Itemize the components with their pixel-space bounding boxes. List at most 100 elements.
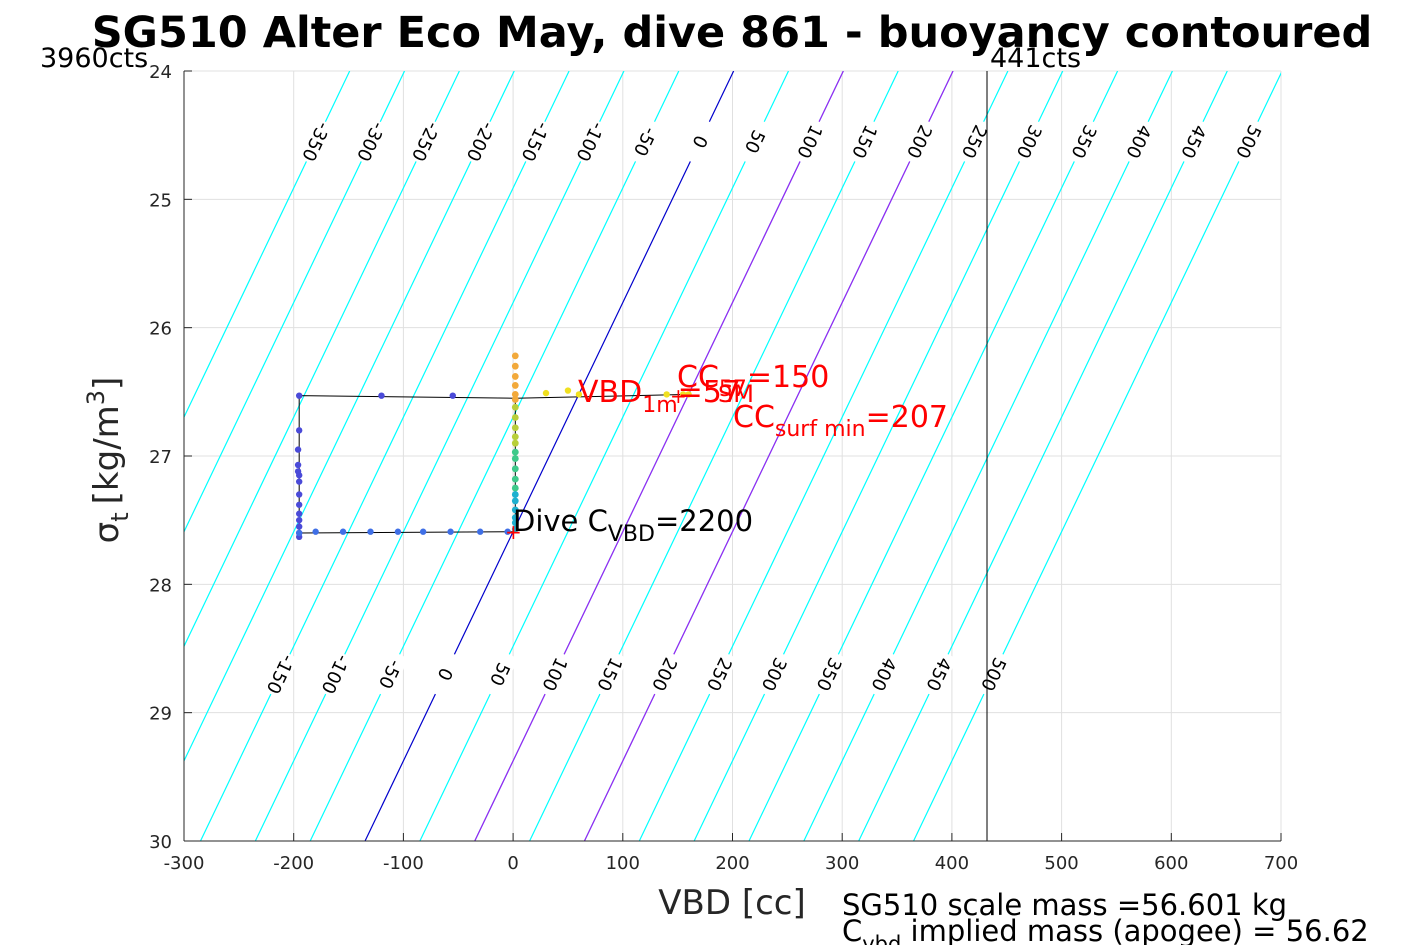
data-point-neutral	[511, 414, 519, 421]
data-point-surface	[564, 387, 572, 394]
contour-label-bg	[1120, 117, 1158, 166]
contour-label-bg	[461, 117, 499, 166]
contour-label-bg	[700, 650, 738, 699]
annotation-cc: CC57=150	[677, 360, 829, 402]
data-point-dive-flat	[367, 528, 374, 535]
x-tick-label: 0	[507, 853, 518, 874]
y-label-sub: t	[106, 512, 134, 521]
annotation-dive-cvbd: Dive CVBD=2200	[513, 504, 753, 547]
data-point-neutral	[511, 475, 519, 483]
contour-line-cyan	[419, 71, 790, 841]
svg-text:σt[kg/m3]: σt [kg/m3]	[82, 377, 134, 544]
contour-label-bg	[590, 650, 628, 699]
contour-line-cyan	[184, 71, 406, 534]
annotation-sm: SM	[718, 380, 754, 408]
y-tick-label: 26	[149, 319, 172, 340]
data-point-surface	[685, 391, 692, 398]
y-tick-label: 29	[149, 704, 172, 725]
data-point-neutral	[511, 433, 519, 441]
data-point-dive-flat	[394, 528, 402, 535]
data-point-neutral	[511, 403, 519, 411]
corner-label-right: 441cts	[990, 43, 1081, 74]
contour-label: -100	[571, 118, 608, 164]
contour-label-bg	[920, 650, 958, 699]
contour-label: -100	[316, 651, 353, 697]
contour-line-cyan	[913, 71, 1281, 841]
data-points	[294, 352, 692, 541]
annotation-vbd-1m: VBD1m=57	[578, 375, 741, 418]
contour-line-cyan	[184, 71, 460, 648]
data-point-dive-flat	[447, 528, 454, 535]
data-point-dive	[294, 461, 302, 469]
contour-label-bg	[352, 117, 390, 166]
contour-label-bg	[407, 117, 445, 166]
contour-label-bg	[426, 650, 464, 699]
y-tick-label: 24	[149, 62, 172, 83]
contour-label-bg	[1174, 117, 1213, 166]
data-point-neutral	[511, 491, 519, 498]
data-point-neutral	[511, 497, 519, 505]
data-point-neutral	[511, 424, 519, 432]
contour-label-bg	[955, 117, 993, 166]
y-axis-label: σt [kg/m3]	[82, 377, 134, 544]
data-point-dive-flat	[476, 528, 484, 535]
data-point-surface	[542, 389, 550, 397]
data-point-neutral	[511, 352, 519, 360]
data-point-surface	[663, 391, 670, 398]
y-tick-label: 28	[149, 575, 172, 596]
red-cross-marker: +	[505, 520, 522, 544]
contour-line-cyan	[638, 71, 1009, 841]
data-point-dive	[295, 516, 303, 524]
data-point-dive	[295, 491, 303, 498]
contour-line-magenta	[583, 71, 954, 841]
data-point-neutral	[511, 506, 519, 514]
y-label-sigma: σ	[87, 522, 127, 544]
data-point-dive-flat	[295, 529, 303, 537]
contour-label-bg	[571, 117, 609, 166]
contour-label: -250	[407, 118, 444, 164]
data-point-dive	[295, 472, 303, 479]
x-tick-label: 300	[825, 853, 859, 874]
contour-label-bg	[755, 650, 793, 699]
x-tick-label: -100	[383, 853, 424, 874]
contour-line-cyan	[529, 71, 899, 841]
data-point-neutral	[511, 455, 519, 462]
data-point-neutral	[511, 465, 519, 473]
data-point-neutral	[511, 373, 519, 380]
contour-label-bg	[1229, 117, 1267, 166]
data-point-surface	[575, 391, 583, 398]
data-point-dive	[294, 446, 302, 453]
contour-line-cyan	[184, 71, 351, 419]
contour-line-cyan	[693, 71, 1064, 841]
annotation-cc-surf-min: CCsurf min=207	[733, 400, 948, 442]
y-label-sup: 3	[82, 390, 110, 405]
data-point-neutral	[511, 484, 519, 492]
corner-label-left: 3960cts	[40, 43, 148, 74]
x-tick-labels: -300 -200 -100 0 100 200 300 400 500 600 700	[164, 833, 1298, 874]
contour-label-bg	[481, 650, 519, 699]
contour-lines	[184, 71, 1281, 841]
contour-line-magenta	[474, 71, 844, 841]
contour-label-bg	[516, 117, 554, 166]
contour-label: -150	[262, 651, 299, 697]
x-tick-label: 600	[1154, 853, 1188, 874]
data-point-dive	[295, 427, 303, 434]
data-point-neutral	[511, 391, 519, 398]
contour-label: -200	[462, 118, 499, 164]
contour-label-bg	[865, 650, 903, 699]
contour-label-bg	[316, 650, 354, 699]
contour-label-bg	[974, 650, 1012, 699]
data-point-neutral	[511, 439, 519, 447]
y-label-close: ]	[87, 377, 127, 390]
contour-label-bg	[297, 117, 335, 166]
contour-line-cyan	[803, 71, 1173, 841]
data-point-climb	[449, 392, 456, 399]
contour-label-bg	[736, 117, 774, 166]
contour-line-cyan	[199, 71, 570, 841]
x-tick-label: 200	[715, 853, 749, 874]
data-point-neutral	[511, 525, 519, 533]
dive-track	[298, 393, 689, 534]
data-point-dive-flat	[312, 528, 319, 535]
contour-label-bg	[645, 650, 683, 699]
